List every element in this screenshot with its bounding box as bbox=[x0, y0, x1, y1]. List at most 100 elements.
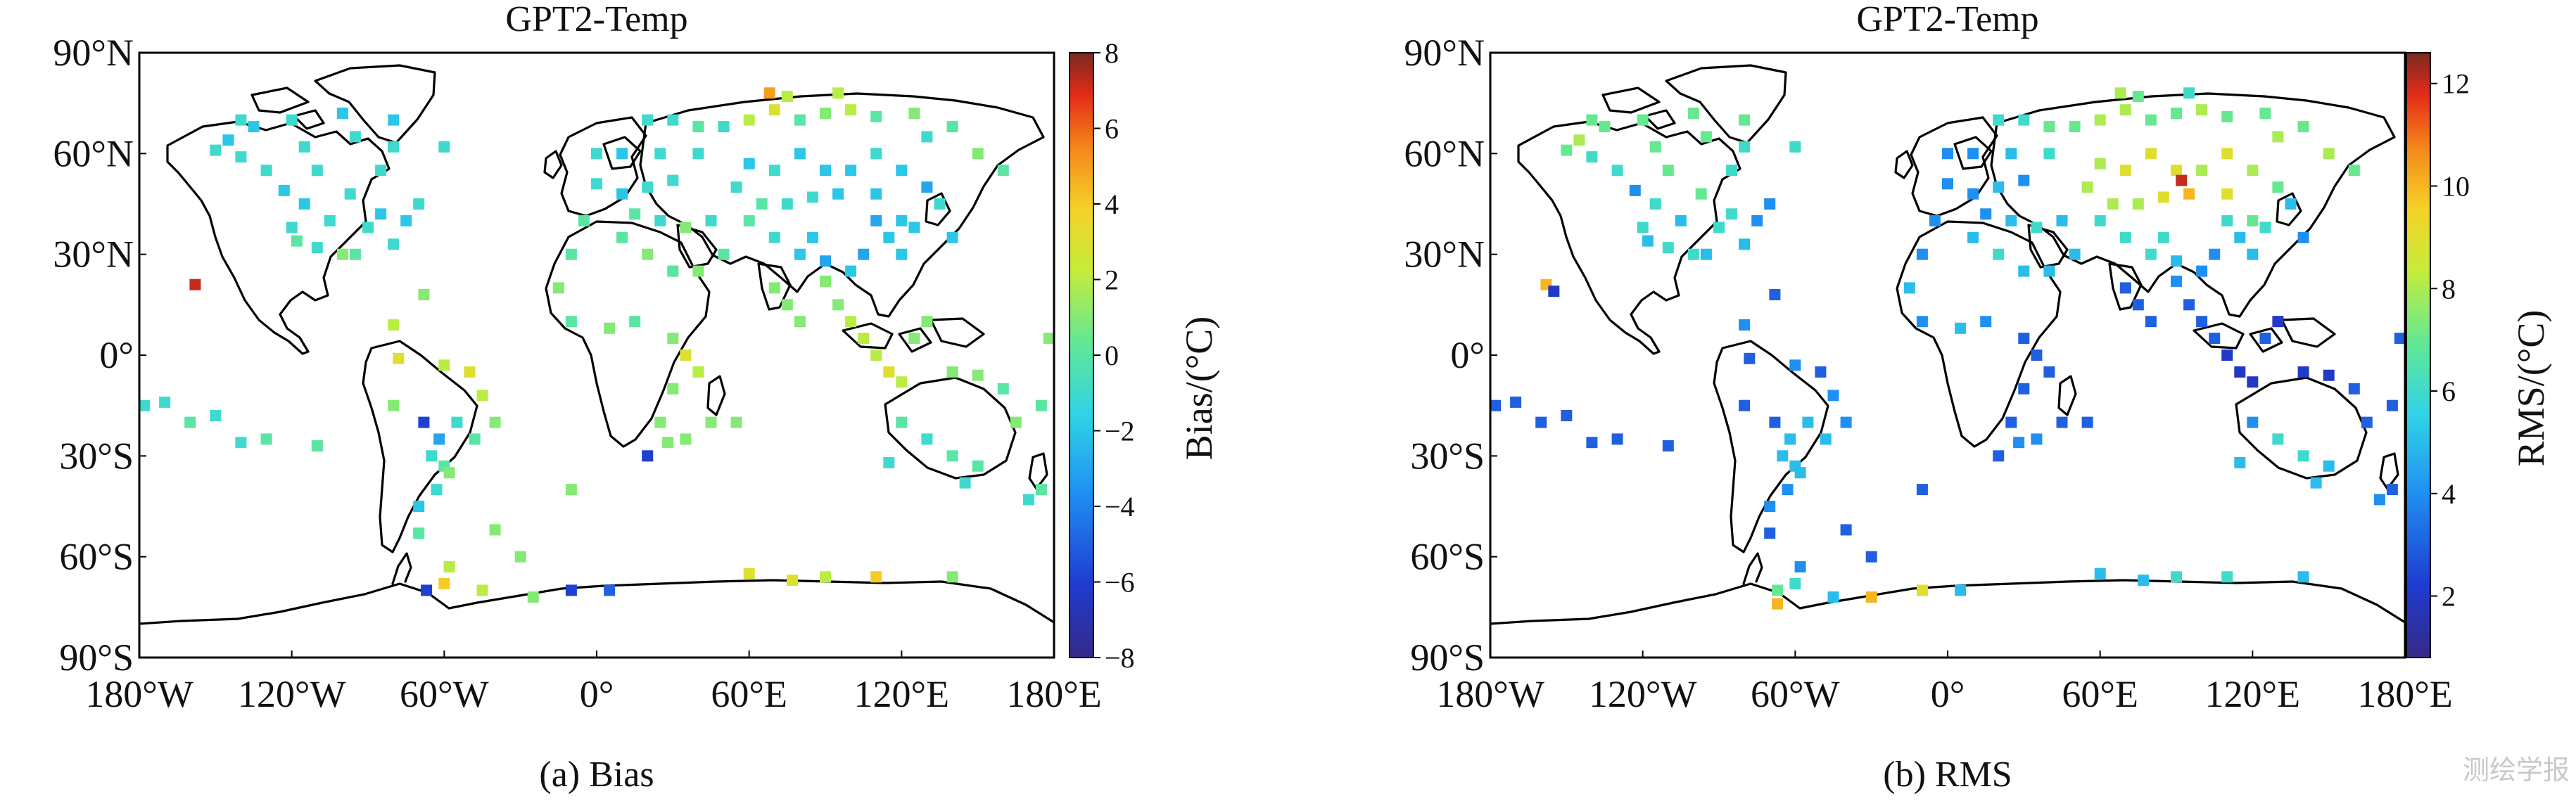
station-marker bbox=[2005, 416, 2017, 428]
station-marker bbox=[2018, 174, 2030, 186]
longitude-tick-label: 60°E bbox=[711, 673, 787, 715]
colorbar-tick-label: 6 bbox=[1105, 113, 1119, 145]
station-marker bbox=[2386, 399, 2398, 411]
station-marker bbox=[443, 561, 455, 572]
station-marker bbox=[1642, 235, 1654, 247]
colorbar-tick-label: 0 bbox=[1105, 340, 1119, 371]
station-marker bbox=[489, 416, 501, 428]
colorbar-tick-label: 2 bbox=[2442, 581, 2456, 613]
colorbar-label: RMS/(°C) bbox=[2510, 310, 2552, 467]
longitude-tick-label: 60°W bbox=[400, 673, 489, 715]
station-marker bbox=[527, 591, 539, 603]
station-marker bbox=[1769, 416, 1781, 428]
station-marker bbox=[2005, 214, 2017, 226]
station-marker bbox=[1955, 322, 1967, 334]
station-marker bbox=[362, 222, 374, 233]
station-marker bbox=[2081, 181, 2093, 193]
station-marker bbox=[433, 433, 445, 445]
station-marker bbox=[2171, 571, 2182, 583]
station-marker bbox=[820, 165, 831, 177]
station-marker bbox=[654, 416, 666, 428]
station-marker bbox=[514, 551, 526, 563]
station-marker bbox=[845, 316, 857, 328]
station-marker bbox=[1637, 114, 1649, 126]
station-marker bbox=[298, 141, 310, 153]
station-marker bbox=[413, 527, 425, 539]
station-marker bbox=[883, 456, 895, 468]
station-marker bbox=[278, 184, 290, 196]
station-marker bbox=[1611, 165, 1623, 177]
station-marker bbox=[2018, 333, 2030, 345]
station-marker bbox=[1916, 484, 1928, 496]
station-marker bbox=[680, 433, 692, 445]
station-marker bbox=[1802, 416, 1814, 428]
station-marker bbox=[2056, 214, 2068, 226]
station-marker bbox=[291, 235, 303, 247]
station-marker bbox=[1586, 151, 1598, 163]
station-marker bbox=[1794, 467, 1806, 479]
station-marker bbox=[820, 255, 831, 267]
station-marker bbox=[763, 87, 775, 99]
station-marker bbox=[1726, 165, 1738, 177]
station-marker bbox=[1993, 248, 2005, 260]
latitude-ticks: 90°N 60°N 30°N 0° 30°S 60°S 90°S bbox=[53, 32, 146, 679]
station-marker bbox=[972, 460, 984, 472]
station-marker bbox=[344, 188, 356, 200]
station-marker bbox=[743, 158, 755, 169]
station-marker bbox=[845, 165, 857, 177]
station-marker bbox=[921, 131, 933, 143]
station-marker bbox=[946, 450, 958, 462]
station-marker bbox=[2183, 188, 2195, 200]
station-marker bbox=[718, 121, 730, 133]
station-marker bbox=[756, 198, 768, 210]
latitude-tick-label: 30°S bbox=[59, 435, 134, 477]
station-marker bbox=[1010, 416, 1022, 428]
station-marker bbox=[2297, 571, 2309, 583]
station-marker bbox=[210, 144, 222, 156]
map-background bbox=[1490, 53, 2405, 658]
station-marker bbox=[1662, 440, 1674, 451]
station-marker bbox=[705, 214, 717, 226]
colorbar bbox=[2406, 52, 2431, 658]
station-marker bbox=[820, 275, 831, 287]
panel-caption: (b) RMS bbox=[1883, 755, 2012, 795]
station-marker bbox=[2297, 121, 2309, 133]
station-marker bbox=[1713, 222, 1725, 233]
colorbar-tick-label: 4 bbox=[1105, 188, 1119, 220]
station-marker bbox=[1815, 366, 1827, 378]
station-marker bbox=[642, 450, 654, 462]
station-marker bbox=[222, 134, 234, 146]
colorbar-tick-label: −8 bbox=[1105, 642, 1135, 674]
longitude-tick-label: 120°E bbox=[854, 673, 950, 715]
station-marker bbox=[654, 148, 666, 160]
latitude-tick-label: 90°N bbox=[53, 32, 134, 74]
station-marker bbox=[794, 316, 806, 328]
latitude-tick-label: 90°S bbox=[59, 636, 134, 679]
station-markers bbox=[1490, 87, 2406, 610]
station-marker bbox=[443, 467, 455, 479]
station-marker bbox=[2119, 104, 2131, 116]
station-marker bbox=[1764, 501, 1776, 512]
station-marker bbox=[1586, 437, 1598, 449]
station-marker bbox=[2221, 188, 2233, 200]
station-marker bbox=[1726, 208, 1738, 220]
station-marker bbox=[2171, 108, 2182, 119]
station-marker bbox=[642, 114, 654, 126]
station-marker bbox=[2285, 198, 2297, 210]
station-marker bbox=[552, 282, 564, 294]
station-marker bbox=[858, 333, 870, 345]
station-marker bbox=[2183, 87, 2195, 99]
panel-bias: GPT2-Temp 90°N 60°N 30°N 0° 30°S 60°S 90°S 180… bbox=[53, 0, 1220, 795]
station-marker bbox=[1916, 584, 1928, 596]
station-marker bbox=[1916, 316, 1928, 328]
colorbar-ticks: 12 10 8 6 4 2 bbox=[2430, 68, 2470, 613]
station-marker bbox=[667, 174, 679, 186]
station-marker bbox=[845, 104, 857, 116]
station-marker bbox=[2221, 571, 2233, 583]
station-marker bbox=[743, 114, 755, 126]
station-marker bbox=[489, 524, 501, 536]
station-marker bbox=[1764, 198, 1776, 210]
station-marker bbox=[2234, 231, 2246, 243]
longitude-tick-label: 180°E bbox=[1006, 673, 1102, 715]
station-marker bbox=[400, 214, 412, 226]
